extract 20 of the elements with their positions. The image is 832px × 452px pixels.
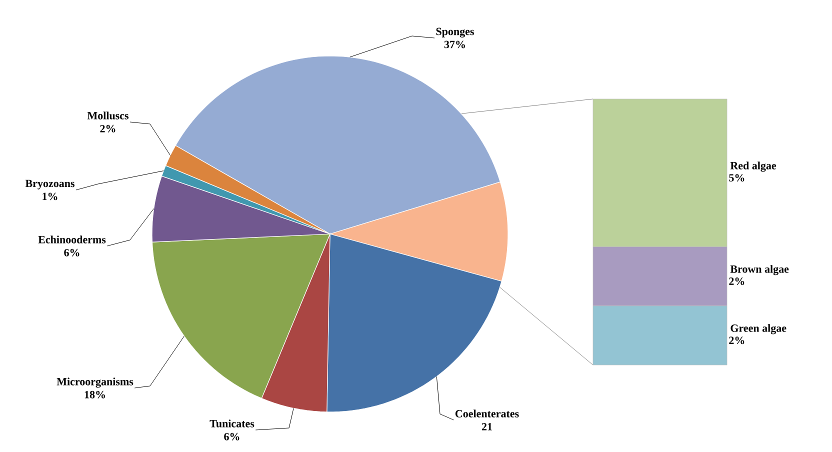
series-label: Green algae [730, 324, 786, 334]
slice-label: Sponges [436, 28, 474, 38]
slice-label: Bryozoans [25, 180, 75, 190]
slice-label: Coelenterates [455, 410, 519, 418]
data-label: 37% [444, 40, 465, 48]
data-label: 6% [64, 248, 80, 256]
slice-label: Molluscs [87, 112, 129, 120]
data-label: 5% [729, 174, 744, 182]
slice-label: Echinooderms [38, 236, 106, 244]
slice-label: Microorganisms [56, 378, 134, 388]
data-label: 2% [729, 278, 744, 285]
data-label: 18% [84, 390, 105, 398]
series-label: Red algae [730, 162, 776, 172]
data-label: 1% [42, 192, 58, 200]
data-label: 6% [224, 432, 240, 440]
series-label: Brown algae [730, 265, 789, 276]
slice-label: Tunicates [210, 420, 254, 428]
data-label: 21 [482, 423, 492, 430]
data-label: 2% [729, 336, 744, 344]
data-label: 2% [100, 124, 116, 132]
